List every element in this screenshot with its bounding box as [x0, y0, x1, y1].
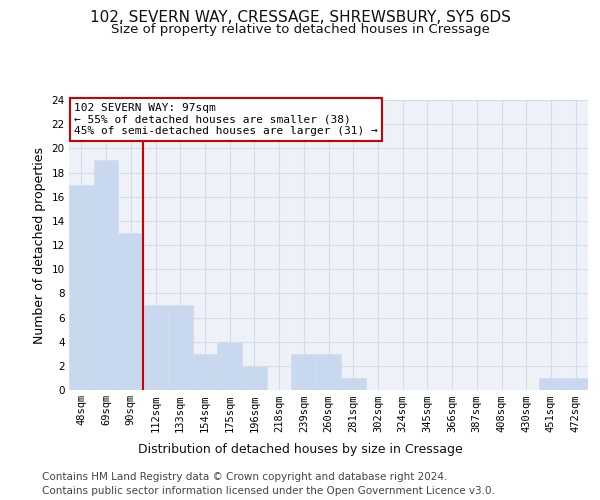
- Bar: [242, 366, 267, 390]
- Bar: [341, 378, 365, 390]
- Bar: [94, 160, 118, 390]
- Text: 102 SEVERN WAY: 97sqm
← 55% of detached houses are smaller (38)
45% of semi-deta: 102 SEVERN WAY: 97sqm ← 55% of detached …: [74, 103, 378, 136]
- Bar: [539, 378, 563, 390]
- Text: Distribution of detached houses by size in Cressage: Distribution of detached houses by size …: [137, 442, 463, 456]
- Bar: [563, 378, 588, 390]
- Bar: [143, 306, 168, 390]
- Bar: [316, 354, 341, 390]
- Text: Size of property relative to detached houses in Cressage: Size of property relative to detached ho…: [110, 22, 490, 36]
- Bar: [118, 233, 143, 390]
- Text: 102, SEVERN WAY, CRESSAGE, SHREWSBURY, SY5 6DS: 102, SEVERN WAY, CRESSAGE, SHREWSBURY, S…: [89, 10, 511, 25]
- Y-axis label: Number of detached properties: Number of detached properties: [33, 146, 46, 344]
- Bar: [217, 342, 242, 390]
- Bar: [69, 184, 94, 390]
- Bar: [292, 354, 316, 390]
- Bar: [168, 306, 193, 390]
- Text: Contains public sector information licensed under the Open Government Licence v3: Contains public sector information licen…: [42, 486, 495, 496]
- Text: Contains HM Land Registry data © Crown copyright and database right 2024.: Contains HM Land Registry data © Crown c…: [42, 472, 448, 482]
- Bar: [193, 354, 217, 390]
